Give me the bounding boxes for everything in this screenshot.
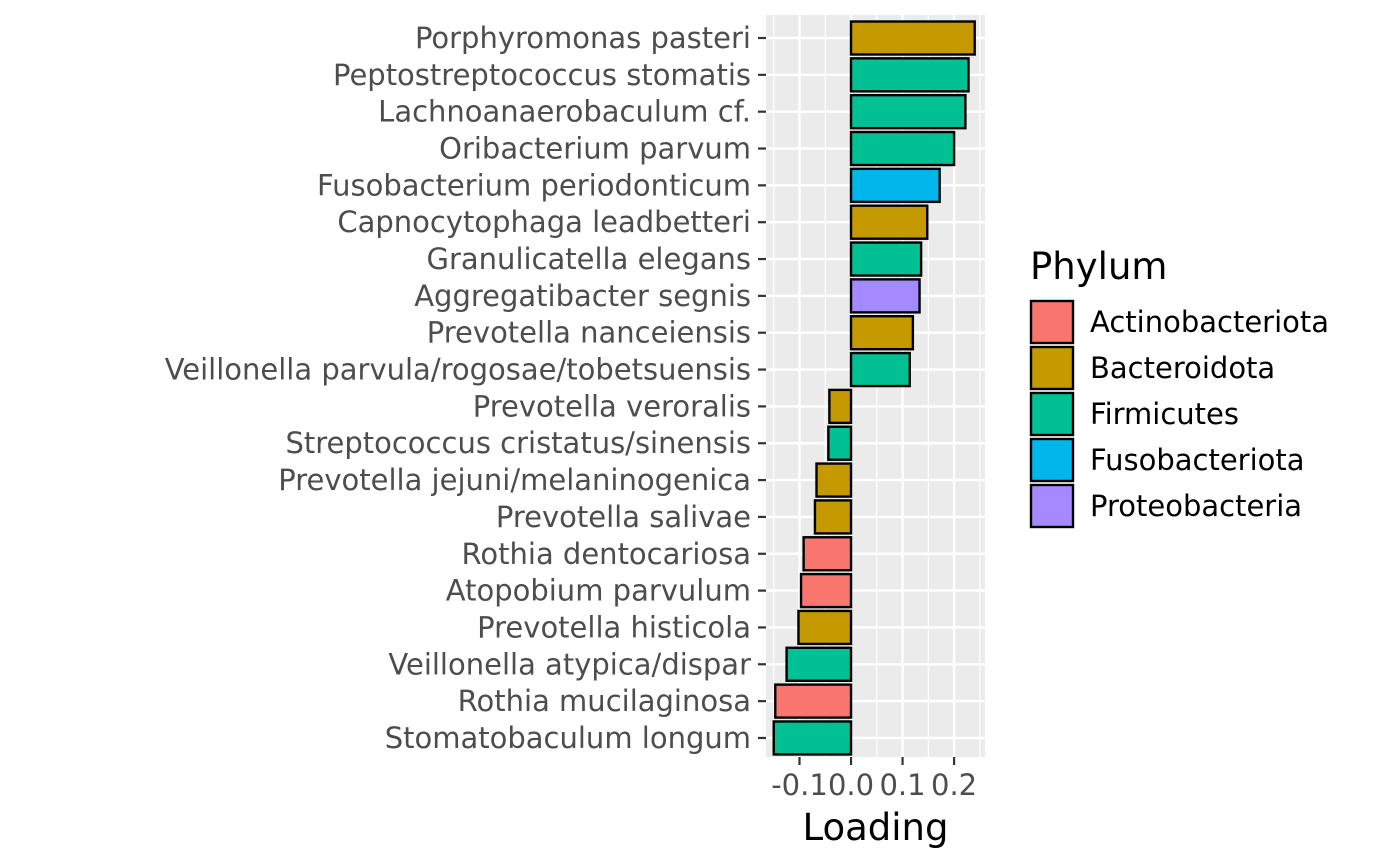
- y-tick-label: Stomatobaculum longum: [385, 721, 751, 755]
- y-tick-label: Prevotella salivae: [496, 500, 751, 534]
- y-tick-label: Veillonella atypica/dispar: [388, 647, 751, 681]
- legend-key: [1029, 437, 1075, 483]
- y-tick-label: Atopobium parvulum: [446, 574, 751, 608]
- y-tick-label: Peptostreptococcus stomatis: [333, 58, 751, 92]
- bars: [772, 20, 976, 756]
- legend-title: Phylum: [1030, 245, 1167, 288]
- y-tick-label: Fusobacterium periodonticum: [317, 168, 751, 202]
- bar: [849, 130, 956, 167]
- bar: [849, 167, 941, 204]
- bar: [849, 351, 911, 388]
- legend-key: [1029, 391, 1075, 437]
- y-axis: Porphyromonas pasteriPeptostreptococcus …: [165, 21, 766, 755]
- bar: [849, 93, 967, 130]
- legend-label: Actinobacteriota: [1090, 305, 1329, 339]
- legend-key: [1029, 299, 1075, 345]
- bar: [797, 609, 853, 646]
- legend-label: Firmicutes: [1090, 397, 1239, 431]
- bar: [849, 204, 929, 240]
- bar: [785, 646, 853, 682]
- bar: [774, 683, 853, 719]
- legend-label: Fusobacteriota: [1090, 443, 1305, 477]
- y-tick-label: Capnocytophaga leadbetteri: [337, 205, 751, 239]
- y-tick-label: Rothia mucilaginosa: [458, 684, 751, 718]
- bar: [772, 720, 853, 756]
- bar: [849, 241, 923, 277]
- y-tick-label: Rothia dentocariosa: [462, 537, 751, 571]
- bar: [799, 572, 853, 609]
- y-tick-label: Prevotella veroralis: [473, 389, 751, 423]
- legend: Phylum Actinobacteriota Bacteroidota Firmi…: [1029, 245, 1329, 529]
- y-tick-label: Lachnoanaerobaculum cf.: [378, 95, 751, 129]
- x-tick-label: 0.1: [879, 768, 925, 802]
- bar: [827, 425, 853, 461]
- y-tick-label: Porphyromonas pasteri: [415, 21, 751, 55]
- legend-label: Proteobacteria: [1090, 489, 1302, 523]
- legend-key: [1029, 345, 1075, 391]
- bar: [849, 20, 976, 56]
- y-tick-label: Streptococcus cristatus/sinensis: [285, 426, 751, 460]
- bar: [849, 57, 970, 93]
- y-tick-label: Granulicatella elegans: [427, 242, 751, 276]
- x-tick-label: 0.0: [828, 768, 874, 802]
- legend-label: Bacteroidota: [1090, 351, 1275, 385]
- bar: [849, 278, 921, 314]
- y-tick-label: Prevotella nanceiensis: [427, 316, 751, 350]
- x-axis-title: Loading: [803, 806, 949, 849]
- y-tick-label: Prevotella histicola: [477, 610, 751, 644]
- x-tick-label: 0.2: [931, 768, 977, 802]
- bar: [849, 315, 915, 351]
- x-tick-label: -0.1: [771, 768, 828, 802]
- bar: [813, 499, 853, 535]
- legend-key: [1029, 483, 1075, 529]
- bar: [815, 462, 853, 498]
- bar: [828, 388, 853, 425]
- bar: [802, 536, 853, 572]
- y-tick-label: Veillonella parvula/rogosae/tobetsuensis: [165, 353, 751, 387]
- y-tick-label: Prevotella jejuni/melaninogenica: [278, 463, 751, 497]
- x-axis: -0.1 0.0 0.1 0.2: [771, 757, 977, 802]
- y-tick-label: Aggregatibacter segnis: [414, 279, 751, 313]
- y-tick-label: Oribacterium parvum: [439, 132, 751, 166]
